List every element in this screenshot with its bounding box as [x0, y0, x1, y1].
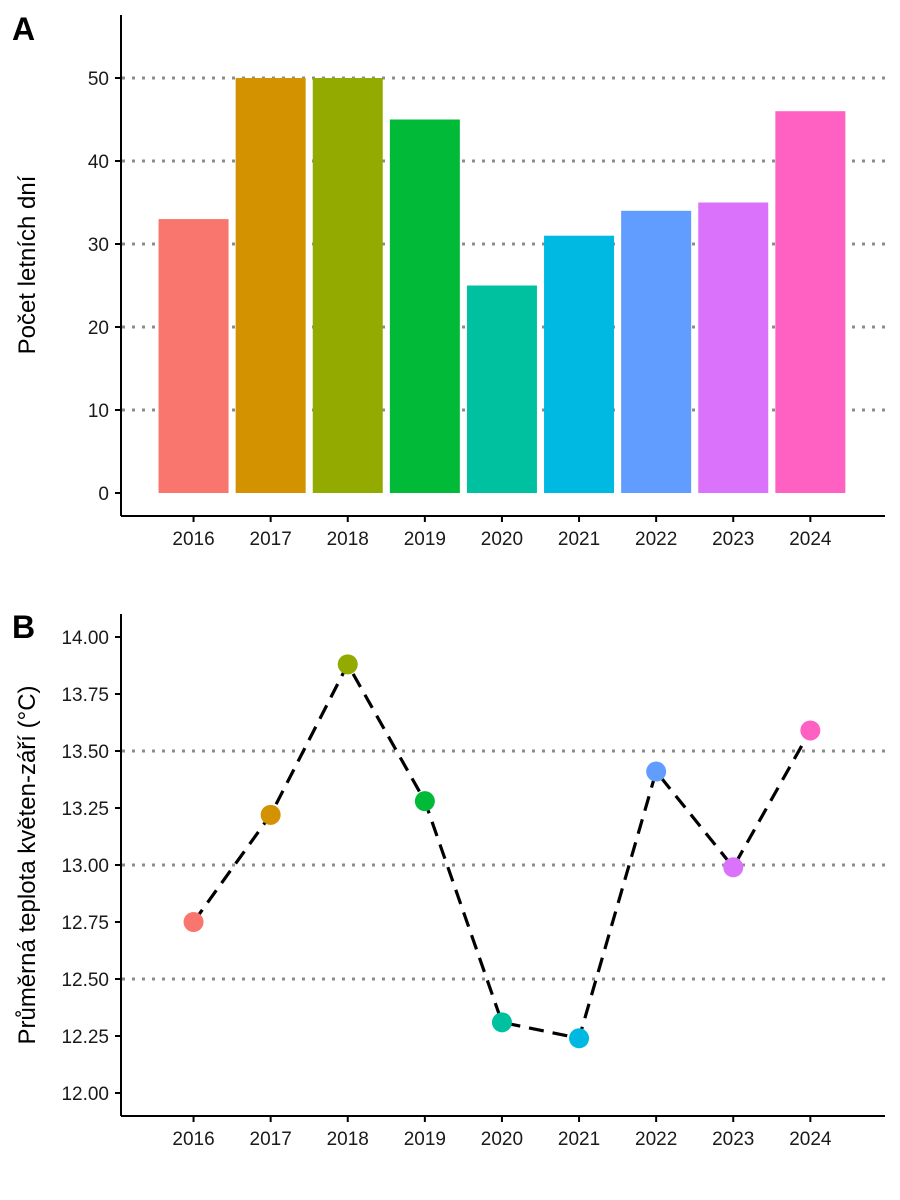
- panel-b-y-tick-label: 12.25: [61, 1027, 109, 1048]
- panel-b-x-tick-label: 2019: [404, 1129, 446, 1150]
- bar-2023: [698, 202, 769, 493]
- panel-b-y-tick-label: 13.50: [61, 742, 109, 763]
- panel-b-y-tick-label: 14.00: [61, 628, 109, 649]
- bar-2020: [466, 285, 537, 493]
- panel-b-y-tick-label: 12.50: [61, 970, 109, 991]
- bar-2018: [312, 78, 383, 493]
- panel-b-x-tick-label: 2020: [481, 1129, 523, 1150]
- panel-a-x-tick-label: 2017: [250, 529, 292, 550]
- panel-a-bar-chart: 0 10 20 30 40 50 2016 2017 2018 2019 2020 2021 2022 2…: [88, 15, 885, 550]
- panel-a-x-tick-label: 2019: [404, 529, 446, 550]
- point-2024: [800, 720, 821, 741]
- bar-2022: [621, 210, 692, 494]
- panel-label-b: B: [12, 609, 35, 645]
- point-2019: [414, 791, 435, 812]
- panel-b-y-tick-label: 12.75: [61, 913, 109, 934]
- panel-b-line-chart: 12.00 12.25 12.50 12.75 13.00 13.25 13.50 13.75…: [61, 614, 885, 1150]
- panel-b-x-tick-label: 2021: [558, 1129, 600, 1150]
- bar-2024: [775, 111, 846, 493]
- panel-b-x-tick-label: 2018: [327, 1129, 369, 1150]
- panel-b-x-tick-label: 2022: [635, 1129, 677, 1150]
- panel-a-y-axis-title: Počet letních dní: [14, 175, 41, 354]
- point-2023: [723, 857, 744, 878]
- panel-b-x-tick-label: 2016: [172, 1129, 214, 1150]
- panel-b-y-axis-title: Průměrná teplota květen-září (°C): [14, 685, 41, 1044]
- panel-a-y-tick-label: 30: [88, 235, 109, 256]
- bar-2019: [389, 119, 460, 493]
- panel-a-x-tick-label: 2022: [635, 529, 677, 550]
- bar-2016: [158, 219, 229, 493]
- panel-a-y-tick-label: 40: [88, 152, 109, 173]
- panel-a-x-tick-label: 2021: [558, 529, 600, 550]
- panel-b-x-tick-label: 2024: [789, 1129, 832, 1150]
- panel-a-y-tick-label: 0: [98, 484, 109, 505]
- temperature-series-line: [192, 660, 812, 1041]
- point-2020: [491, 1012, 512, 1033]
- panel-a-x-tick-label: 2018: [327, 529, 369, 550]
- point-2018: [337, 654, 358, 675]
- panel-a-x-tick-label: 2020: [481, 529, 523, 550]
- bar-2021: [544, 235, 615, 493]
- panel-a-x-tick-label: 2024: [789, 529, 832, 550]
- panel-a-y-tick-label: 10: [88, 401, 109, 422]
- point-2021: [569, 1028, 590, 1049]
- panel-a-y-tick-label: 50: [88, 69, 109, 90]
- point-2022: [646, 761, 667, 782]
- panel-b-x-tick-label: 2023: [712, 1129, 754, 1150]
- panel-a-x-tick-label: 2023: [712, 529, 754, 550]
- panel-b-y-tick-label: 13.00: [61, 856, 109, 877]
- panel-a-x-tick-label: 2016: [172, 529, 214, 550]
- panel-a-y-tick-label: 20: [88, 318, 109, 339]
- panel-b-y-tick-label: 13.75: [61, 685, 109, 706]
- panel-b-y-tick-label: 12.00: [61, 1084, 109, 1105]
- panel-b-x-tick-label: 2017: [250, 1129, 292, 1150]
- panel-label-a: A: [12, 11, 35, 47]
- point-2016: [183, 912, 204, 932]
- panel-b-y-tick-label: 13.25: [61, 799, 109, 820]
- bar-2017: [235, 78, 306, 493]
- point-2017: [260, 804, 281, 825]
